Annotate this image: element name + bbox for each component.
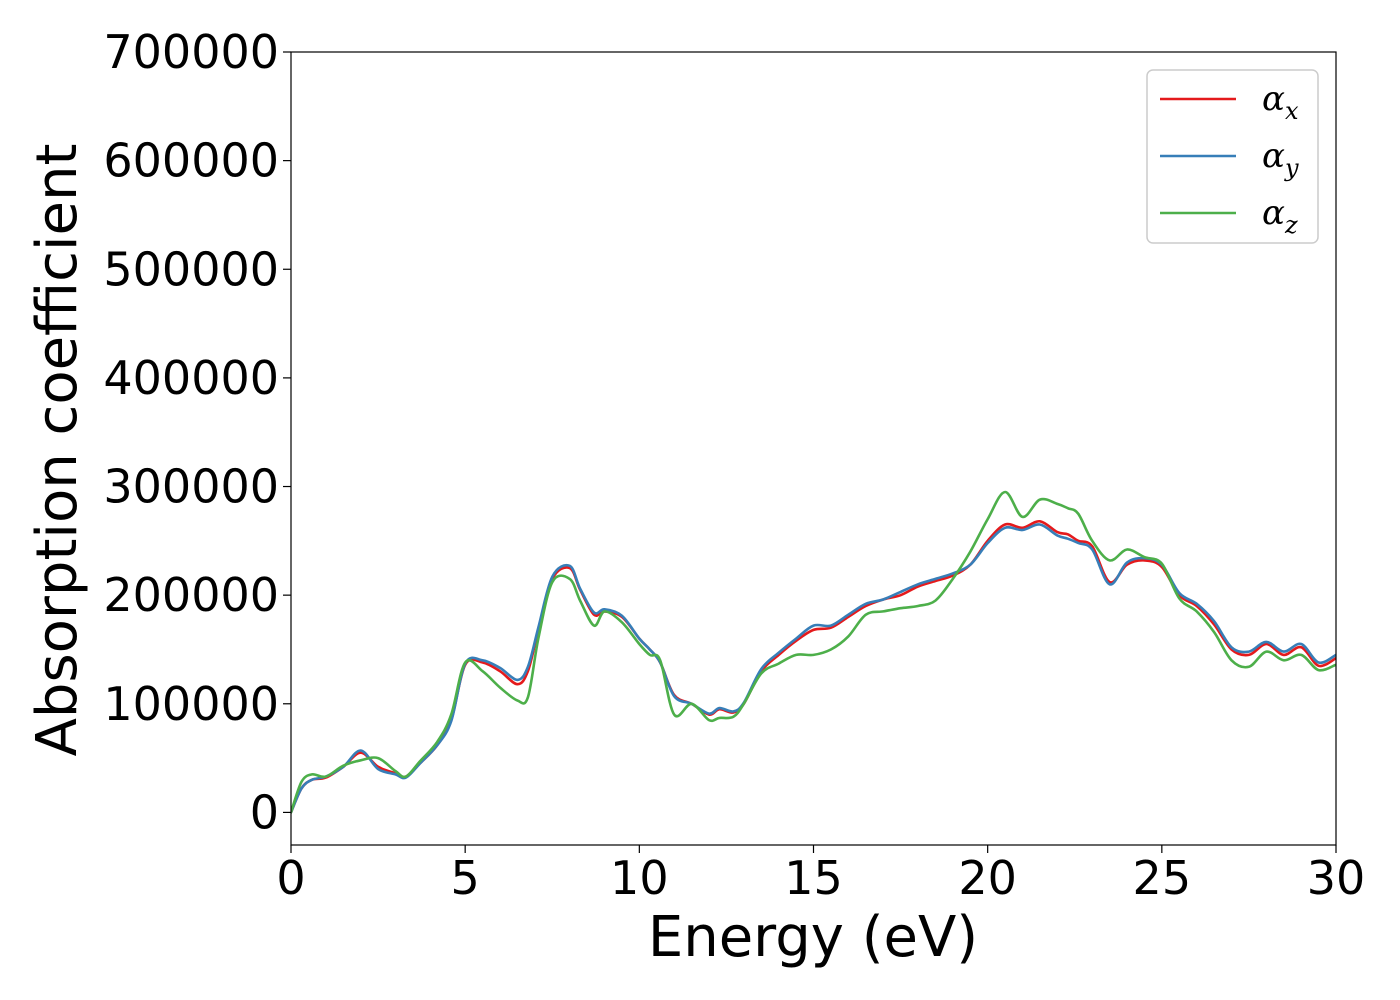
series-layer [291, 490, 1336, 814]
x-axis: 0 5 10 15 20 25 30 [276, 845, 1365, 905]
x-tick-label: 5 [451, 851, 480, 905]
y-tick-label: 200000 [103, 568, 279, 622]
y-tick-label: 600000 [103, 134, 279, 188]
legend-label-z: αz [1262, 193, 1298, 239]
series-line-y [291, 523, 1336, 814]
legend: αx αy αz [1146, 69, 1319, 244]
x-tick-label: 0 [276, 851, 305, 905]
y-tick-label: 500000 [103, 242, 279, 296]
y-axis-title: Absorption coefficient [25, 144, 90, 757]
y-tick-label: 300000 [103, 460, 279, 514]
x-tick-label: 30 [1307, 851, 1366, 905]
y-axis: 0 100000 200000 300000 400000 500000 600000 700… [103, 25, 291, 839]
x-tick-label: 10 [610, 851, 669, 905]
series-line-z [291, 490, 1336, 814]
legend-label-x: αx [1262, 79, 1299, 125]
x-tick-label: 25 [1133, 851, 1192, 905]
x-tick-label: 15 [784, 851, 843, 905]
series-line-x [291, 519, 1336, 814]
y-tick-label: 700000 [103, 25, 279, 79]
legend-label-y: αy [1262, 136, 1299, 182]
x-axis-title: Energy (eV) [648, 905, 978, 970]
y-tick-label: 0 [250, 785, 279, 839]
y-tick-label: 100000 [103, 677, 279, 731]
y-tick-label: 400000 [103, 351, 279, 405]
x-tick-label: 20 [958, 851, 1017, 905]
